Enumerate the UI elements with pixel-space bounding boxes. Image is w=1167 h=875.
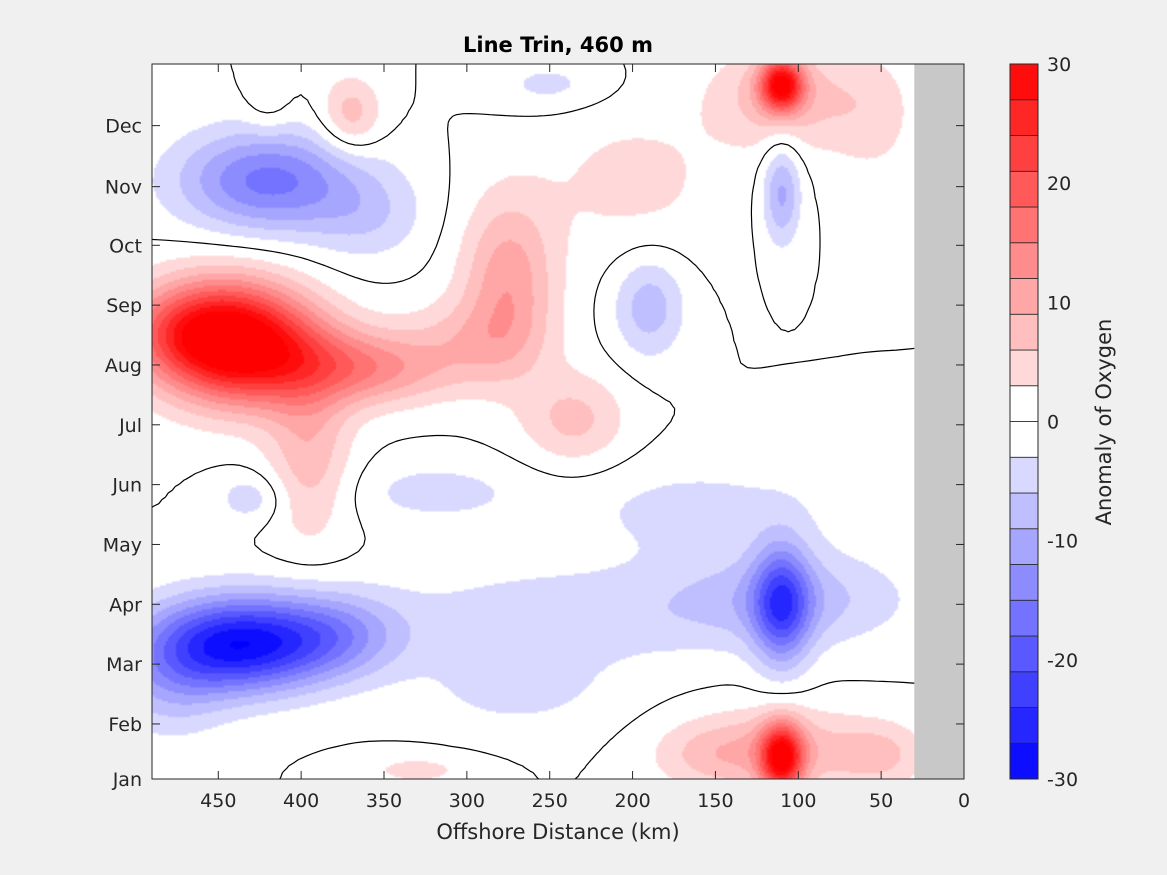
colorbar-band [1009, 385, 1039, 422]
colorbar-band [1009, 671, 1039, 708]
x-tick-label: 400 [283, 790, 319, 812]
colorbar-ticks: 30 20 10 0 -10 -20 -30 [1047, 54, 1078, 791]
colorbar-band [1009, 528, 1039, 565]
colorbar-band [1009, 349, 1039, 387]
x-tick-label: 200 [614, 790, 650, 812]
y-tick-label: Jun [111, 475, 142, 497]
y-tick-label: Dec [105, 116, 142, 138]
zero-contour-path [152, 64, 964, 779]
colorbar-band [1009, 742, 1039, 780]
oxygen-anomaly-contour-fill [152, 64, 964, 779]
x-tick-label: 300 [449, 790, 485, 812]
x-tick-label: 450 [200, 790, 236, 812]
colorbar-tick-label: -30 [1047, 769, 1078, 791]
colorbar-band [1009, 599, 1039, 637]
colorbar-band [1009, 635, 1039, 673]
x-tick-label: 0 [958, 790, 970, 812]
x-axis-label: Offshore Distance (km) [436, 820, 679, 844]
y-tick-label: Jul [118, 415, 142, 437]
y-tick-label: Mar [106, 654, 142, 676]
y-axis: Jan Feb Mar Apr May Jun Jul Aug Sep Oct Nov Dec [103, 116, 964, 791]
colorbar: 30 20 10 0 -10 -20 -30 Anomaly of Oxygen [1009, 54, 1116, 791]
zero-contour-lines [152, 64, 964, 779]
y-tick-label: Nov [105, 177, 142, 199]
colorbar-band [1009, 206, 1039, 244]
colorbar-band [1009, 421, 1039, 458]
colorbar-band [1009, 313, 1039, 351]
y-tick-label: Feb [108, 714, 142, 736]
colorbar-band [1009, 99, 1039, 136]
plot-frame [151, 63, 965, 780]
colorbar-band [1009, 135, 1039, 172]
colorbar-band [1009, 278, 1039, 315]
colorbar-band [1009, 242, 1039, 279]
plot-area: 450 400 350 300 250 200 150 100 50 0 Jan Feb Mar Apr… [103, 63, 970, 812]
chart-title: Line Trin, 460 m [463, 33, 653, 57]
x-tick-label: 150 [697, 790, 733, 812]
x-tick-label: 250 [532, 790, 568, 812]
y-tick-label: May [103, 534, 142, 556]
colorbar-tick-label: -10 [1047, 531, 1078, 553]
y-tick-label: Apr [109, 594, 142, 616]
colorbar-frame [1009, 63, 1039, 780]
colorbar-band [1009, 492, 1039, 530]
colorbar-bands [1009, 63, 1039, 780]
colorbar-band [1009, 63, 1039, 101]
y-tick-label: Sep [106, 295, 142, 317]
x-tick-label: 50 [869, 790, 893, 812]
colorbar-band [1009, 170, 1039, 208]
colorbar-tick-label: -20 [1047, 650, 1078, 672]
y-tick-label: Oct [109, 235, 142, 257]
x-axis: 450 400 350 300 250 200 150 100 50 0 [200, 64, 970, 812]
y-tick-label: Aug [105, 355, 142, 377]
colorbar-tick-label: 0 [1047, 412, 1059, 434]
no-data-region [914, 64, 964, 779]
colorbar-tick-label: 10 [1047, 292, 1071, 314]
y-tick-label: Jan [112, 769, 142, 791]
x-tick-label: 350 [366, 790, 402, 812]
colorbar-label: Anomaly of Oxygen [1092, 319, 1116, 526]
x-tick-label: 100 [780, 790, 816, 812]
colorbar-band [1009, 707, 1039, 744]
colorbar-band [1009, 564, 1039, 601]
colorbar-tick-label: 30 [1047, 54, 1071, 76]
colorbar-tick-label: 20 [1047, 173, 1071, 195]
colorbar-band [1009, 456, 1039, 494]
